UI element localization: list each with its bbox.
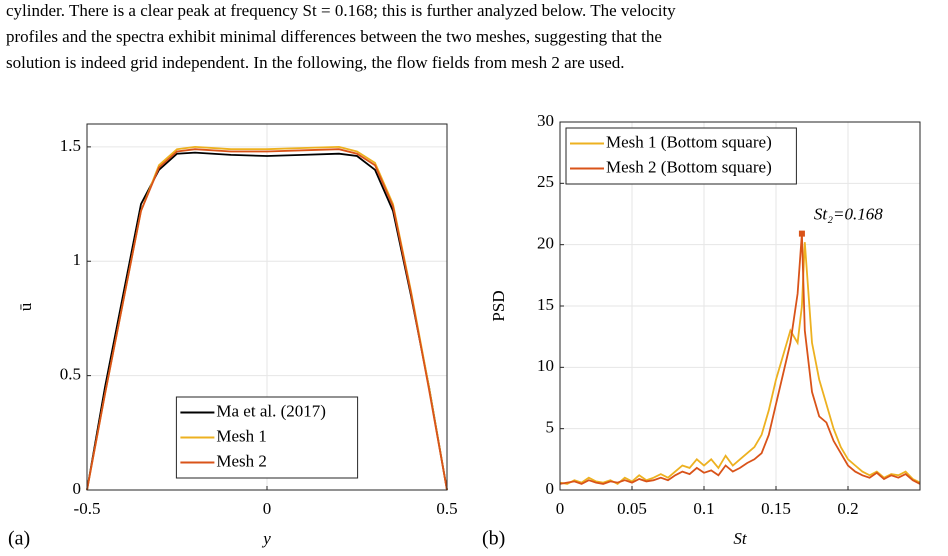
plot-frame [86,123,448,491]
panel-label: (a) [8,528,30,550]
x-tick-label: 0.05 [617,499,647,518]
y-tick-label: 1.5 [60,136,81,155]
annotation: St₂=0.168 [814,205,883,224]
y-tick-label: 10 [537,356,554,375]
y-tick-label: 25 [537,172,554,191]
y-tick-label: 5 [546,418,555,437]
legend-entry: Mesh 2 (Bottom square) [606,157,772,176]
legend-entry: Mesh 2 [216,451,267,470]
y-tick-label: 0 [73,479,82,498]
x-tick-label: 0.1 [693,499,714,518]
x-tick-label: 0.5 [436,499,457,518]
peak-marker [798,230,805,237]
y-axis-label: ū [16,302,35,311]
data-line [559,233,921,485]
y-axis-label: PSD [489,290,508,321]
legend-entry: Ma et al. (2017) [216,401,326,420]
x-axis-label: y [261,529,271,548]
y-tick-label: 0 [546,479,555,498]
x-axis-label: St [733,529,748,548]
legend-box [565,127,797,185]
paragraph-line: solution is indeed grid independent. In … [6,53,624,72]
y-tick-label: 0.5 [60,365,81,384]
paragraph-line: profiles and the spectra exhibit minimal… [6,27,662,46]
x-tick-label: 0 [263,499,272,518]
y-tick-label: 30 [537,111,554,130]
legend-entry: Mesh 1 [216,426,267,445]
x-tick-label: 0.2 [837,499,858,518]
x-tick-label: 0 [556,499,565,518]
y-tick-label: 20 [537,234,554,253]
y-tick-label: 1 [73,250,82,269]
data-line [86,148,448,491]
panel-label: (b) [482,528,505,550]
x-tick-label: -0.5 [74,499,101,518]
y-tick-label: 15 [537,295,554,314]
x-tick-label: 0.15 [761,499,791,518]
legend-entry: Mesh 1 (Bottom square) [606,132,772,151]
plot-frame [559,121,921,491]
paragraph-line: cylinder. There is a clear peak at frequ… [6,1,676,20]
